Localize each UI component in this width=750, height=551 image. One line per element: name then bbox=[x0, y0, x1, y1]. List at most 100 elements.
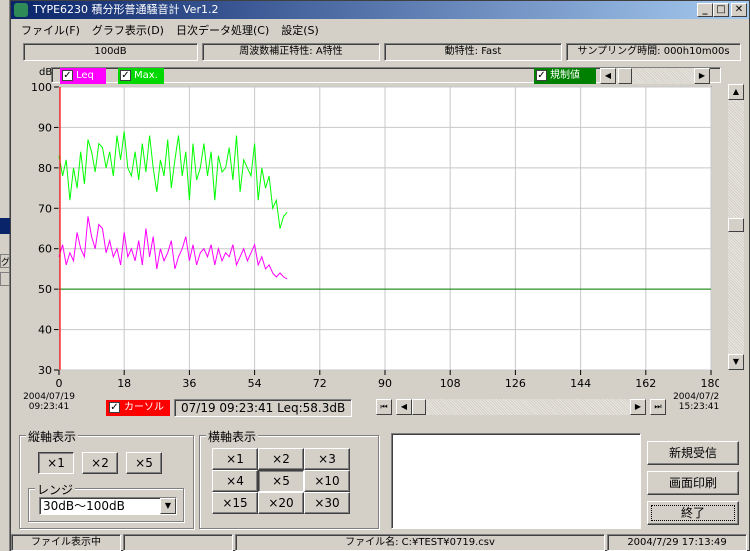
hscroll-right[interactable]: ▶ bbox=[630, 399, 646, 415]
y-tick-label: 100 bbox=[31, 81, 52, 94]
horizontal-axis-title: 横軸表示 bbox=[206, 428, 259, 445]
sampling-status: サンプリング時間: 000h10m00s bbox=[566, 43, 741, 61]
hscroll-thumb[interactable] bbox=[412, 399, 426, 415]
vscroll-thumb[interactable] bbox=[728, 218, 744, 232]
h-scale-x15-button[interactable]: ×15 bbox=[212, 492, 258, 514]
legend-scrollbar[interactable]: ◀ ▶ bbox=[600, 68, 710, 84]
y-tick-label: 80 bbox=[38, 162, 52, 175]
print-screen-button[interactable]: 画面印刷 bbox=[647, 471, 739, 495]
x-tick-label: 108 bbox=[440, 377, 461, 390]
x-tick-label: 72 bbox=[313, 377, 327, 390]
v-scale-x1-button[interactable]: ×1 bbox=[38, 452, 74, 474]
app-icon bbox=[14, 3, 28, 17]
y-axis-labels: 30 40 50 60 70 80 90 100 bbox=[31, 81, 52, 377]
chart-series bbox=[58, 87, 711, 370]
x-tick-label: 144 bbox=[570, 377, 591, 390]
chart-grid bbox=[54, 86, 712, 375]
v-scale-x5-button[interactable]: ×5 bbox=[126, 452, 162, 474]
vscroll-up[interactable]: ▲ bbox=[728, 84, 744, 100]
h-scale-x30-button[interactable]: ×30 bbox=[304, 492, 350, 514]
background-window-strip: グ bbox=[0, 0, 10, 551]
x-axis-labels: 0 18 36 54 72 90 108 126 144 162 180 bbox=[56, 377, 720, 390]
vscroll-down[interactable]: ▼ bbox=[728, 354, 744, 370]
hscroll-first[interactable]: ⏮ bbox=[376, 399, 392, 415]
background-window-selection bbox=[0, 218, 10, 234]
x-tick-label: 162 bbox=[635, 377, 656, 390]
window-title: TYPE6230 積分形普通騒音計 Ver1.2 bbox=[33, 3, 219, 16]
h-scale-x2-button[interactable]: ×2 bbox=[258, 448, 304, 470]
range-status: 100dB bbox=[23, 43, 198, 61]
range-group: レンジ 30dB〜100dB ▼ bbox=[28, 481, 184, 522]
y-tick-label: 90 bbox=[38, 121, 52, 134]
status-empty bbox=[123, 534, 233, 551]
legend-limit[interactable]: ✓ 規制値 bbox=[534, 68, 596, 84]
cursor-readout: 07/19 09:23:41 Leq:58.3dB bbox=[174, 399, 353, 417]
title-bar[interactable]: TYPE6230 積分形普通騒音計 Ver1.2 _ □ ✕ bbox=[11, 1, 749, 19]
range-select[interactable]: 30dB〜100dB ▼ bbox=[39, 497, 177, 515]
chart-horizontal-scrollbar[interactable]: ⏮ ◀ ▶ ⏭ bbox=[376, 399, 666, 415]
status-datetime: 2004/7/29 17:13:49 bbox=[607, 534, 747, 551]
x-start-date: 2004/07/19 bbox=[23, 392, 75, 402]
status-file: ファイル名: C:¥TEST¥0719.csv bbox=[235, 534, 605, 551]
x-tick-label: 180 bbox=[701, 377, 720, 390]
chart-vertical-scrollbar[interactable]: ▲ ▼ bbox=[728, 84, 744, 370]
dynamics-status: 動特性: Fast bbox=[384, 43, 562, 61]
legend-bar: ✓ Leq ✓ Max. ✓ 規制値 ◀ ▶ bbox=[51, 67, 721, 84]
cursor-toggle[interactable]: ✓ カーソル bbox=[106, 400, 170, 416]
cursor-label: カーソル bbox=[124, 402, 164, 413]
h-scale-x5-button[interactable]: ×5 bbox=[258, 470, 304, 492]
menu-settings[interactable]: 設定(S) bbox=[281, 24, 319, 37]
range-select-value: 30dB〜100dB bbox=[43, 499, 125, 513]
y-tick-label: 30 bbox=[38, 364, 52, 377]
h-scale-x4-button[interactable]: ×4 bbox=[212, 470, 258, 492]
legend-scroll-thumb[interactable] bbox=[618, 68, 632, 84]
limit-checkbox[interactable]: ✓ bbox=[536, 70, 547, 81]
hscroll-left[interactable]: ◀ bbox=[396, 399, 412, 415]
max-checkbox[interactable]: ✓ bbox=[120, 70, 131, 81]
series-line-max bbox=[58, 131, 288, 229]
new-receive-button[interactable]: 新規受信 bbox=[647, 441, 739, 465]
weighting-status: 周波数補正特性: A特性 bbox=[202, 43, 380, 61]
series-line-leq bbox=[58, 216, 288, 280]
h-scale-x1-button[interactable]: ×1 bbox=[212, 448, 258, 470]
menu-daily-data[interactable]: 日次データ処理(C) bbox=[175, 24, 270, 37]
chevron-down-icon[interactable]: ▼ bbox=[160, 498, 176, 514]
noise-chart[interactable]: 30 40 50 60 70 80 90 100 0 18 36 54 72 90 108 126 144 16… bbox=[19, 61, 719, 421]
legend-leq[interactable]: ✓ Leq bbox=[60, 68, 106, 84]
v-scale-x2-button[interactable]: ×2 bbox=[82, 452, 118, 474]
legend-limit-label: 規制値 bbox=[550, 70, 580, 81]
x-tick-label: 54 bbox=[248, 377, 262, 390]
maximize-button[interactable]: □ bbox=[713, 3, 729, 17]
menu-bar: ファイル(F) グラフ表示(D) 日次データ処理(C) 設定(S) bbox=[11, 20, 749, 38]
minimize-button[interactable]: _ bbox=[697, 3, 713, 17]
legend-max[interactable]: ✓ Max. bbox=[118, 68, 164, 84]
vertical-axis-group: 縦軸表示 ×1 ×2 ×5 レンジ 30dB〜100dB ▼ bbox=[19, 428, 194, 529]
menu-file[interactable]: ファイル(F) bbox=[21, 24, 80, 37]
x-start-time: 09:23:41 bbox=[29, 402, 69, 412]
background-window-control bbox=[0, 272, 10, 286]
horizontal-axis-group: 横軸表示 ×1 ×2 ×3 ×4 ×5 ×10 ×15 ×20 ×30 bbox=[199, 428, 379, 529]
exit-button[interactable]: 終了 bbox=[647, 501, 739, 525]
x-end-time: 15:23:41 bbox=[679, 402, 719, 412]
y-tick-label: 40 bbox=[38, 324, 52, 337]
x-tick-label: 126 bbox=[505, 377, 526, 390]
close-button[interactable]: ✕ bbox=[731, 3, 747, 17]
x-tick-label: 18 bbox=[117, 377, 131, 390]
x-tick-label: 90 bbox=[378, 377, 392, 390]
y-axis-unit: dB bbox=[39, 67, 52, 78]
x-tick-label: 0 bbox=[56, 377, 63, 390]
h-scale-x20-button[interactable]: ×20 bbox=[258, 492, 304, 514]
legend-scroll-right[interactable]: ▶ bbox=[694, 68, 710, 84]
menu-graph[interactable]: グラフ表示(D) bbox=[91, 24, 164, 37]
leq-checkbox[interactable]: ✓ bbox=[62, 70, 73, 81]
legend-leq-label: Leq bbox=[76, 70, 94, 81]
legend-scroll-left[interactable]: ◀ bbox=[600, 68, 616, 84]
main-window: TYPE6230 積分形普通騒音計 Ver1.2 _ □ ✕ ファイル(F) グ… bbox=[10, 0, 750, 551]
status-bar: ファイル表示中 ファイル名: C:¥TEST¥0719.csv 2004/7/2… bbox=[11, 534, 749, 551]
message-box bbox=[391, 433, 641, 529]
legend-max-label: Max. bbox=[134, 70, 158, 81]
cursor-checkbox[interactable]: ✓ bbox=[109, 402, 120, 413]
h-scale-x3-button[interactable]: ×3 bbox=[304, 448, 350, 470]
hscroll-last[interactable]: ⏭ bbox=[650, 399, 666, 415]
h-scale-x10-button[interactable]: ×10 bbox=[304, 470, 350, 492]
